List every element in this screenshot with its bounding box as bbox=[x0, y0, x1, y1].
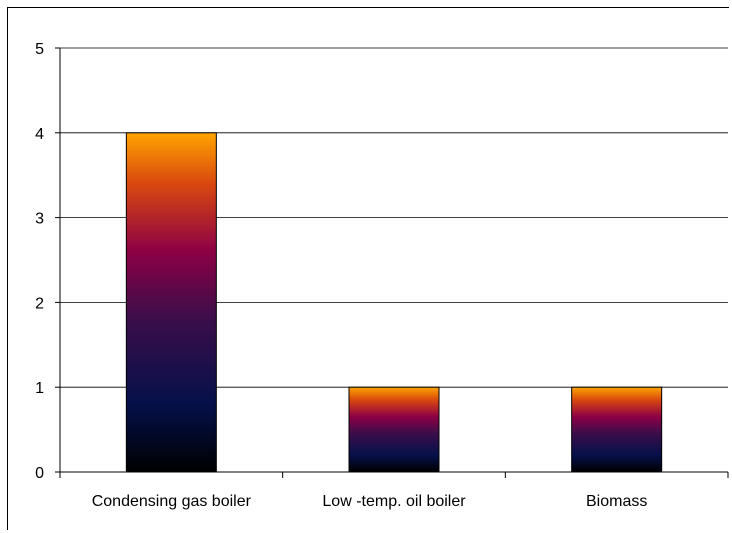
bar bbox=[125, 132, 217, 473]
y-tick-label: 1 bbox=[35, 380, 44, 397]
y-tick-label: 3 bbox=[35, 211, 44, 228]
y-tick-label: 2 bbox=[35, 295, 44, 312]
y-tick-label: 0 bbox=[35, 465, 44, 482]
x-category-label: Low -temp. oil boiler bbox=[322, 493, 466, 510]
bars bbox=[125, 132, 663, 473]
x-category-label: Biomass bbox=[586, 493, 647, 510]
y-tick-label: 5 bbox=[35, 41, 44, 58]
y-tick-label: 4 bbox=[35, 126, 44, 143]
x-category-labels: Condensing gas boiler Low -temp. oil boil… bbox=[92, 493, 648, 510]
x-category-label: Condensing gas boiler bbox=[92, 493, 252, 510]
bar bbox=[571, 386, 663, 473]
y-tick-labels: 0 1 2 3 4 5 bbox=[35, 41, 44, 482]
bar bbox=[348, 386, 440, 473]
